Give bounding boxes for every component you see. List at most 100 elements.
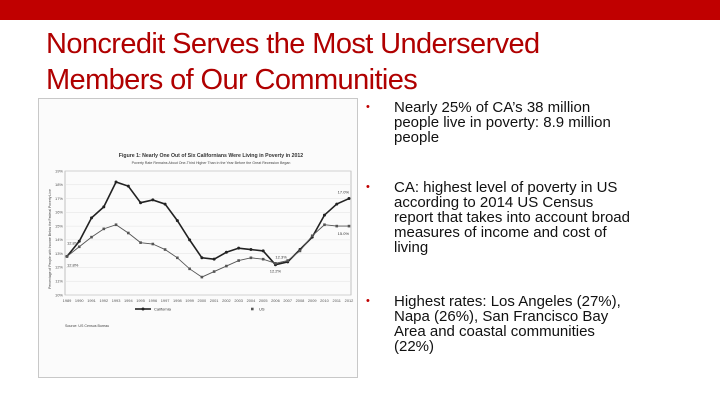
chart-point-california [139,201,143,205]
poverty-line-chart: Figure 1: Nearly One Out of Six Californ… [48,153,354,328]
bullet-2-line-5: living [394,239,429,256]
chart-x-tick-label: 2007 [283,298,292,303]
chart-point-us [286,259,289,262]
bullet-item-highest-rates: • Highest rates: Los Angeles (27%), Napa… [362,294,682,354]
chart-point-california [212,257,216,261]
chart-y-tick-label: 18% [55,182,63,187]
chart-x-tick-label: 2003 [234,298,243,303]
chart-x-tick-label: 1989 [63,298,72,303]
chart-point-california [188,238,192,242]
chart-point-us [139,241,142,244]
chart-point-california [77,239,81,243]
bullet-3-line-4: (22%) [394,338,435,355]
slide-title-line-2: Members of Our Communities [46,64,418,96]
chart-data-label: 12.8% [67,262,79,267]
chart-point-us [151,242,155,246]
chart-data-label: 17.0% [338,190,350,195]
chart-point-us [163,248,167,251]
chart-point-us [261,257,265,261]
chart-point-us [176,256,179,260]
chart-point-us [188,267,191,271]
bullet-2-line-1: CA: highest level of poverty in US [394,179,618,196]
chart-y-tick-label: 11% [55,279,63,284]
chart-x-tick-label: 2000 [198,298,207,303]
chart-x-tick-label: 2001 [210,298,219,303]
chart-data-label: 12.8% [67,240,79,245]
bullet-1-line-3: people [394,129,440,146]
chart-point-california [237,246,241,250]
chart-y-tick-label: 19% [55,168,63,173]
chart-plot-area [64,170,352,296]
top-accent-bar [0,0,720,20]
chart-legend-label-us: US [259,306,265,311]
chart-x-tick-label: 2002 [222,298,231,303]
chart-point-california [249,248,253,252]
bullet-item-census-report: • CA: highest level of poverty in US acc… [362,180,682,255]
chart-title-line-2: Poverty Rate Remains About One-Third Hig… [132,161,291,165]
bullet-2-line-4: measures of income and cost of [394,224,607,241]
chart-point-us [298,249,302,253]
chart-point-california [126,184,130,188]
bullet-marker: • [366,295,370,307]
chart-data-label: 12.2% [270,269,282,274]
chart-x-tick-label: 1993 [112,298,121,303]
chart-legend-label-california: California [154,306,172,311]
chart-point-us [90,235,93,239]
chart-x-tick-label: 2012 [345,298,354,303]
chart-point-california [102,205,106,209]
chart-point-california [175,219,179,223]
chart-legend-marker-california [141,307,145,311]
chart-point-california [335,202,339,206]
chart-point-california [224,250,228,254]
chart-point-us [310,234,314,238]
slide-title-line-1: Noncredit Serves the Most Underserved [46,28,540,60]
chart-x-tick-label: 1992 [99,298,108,303]
bullet-3-line-2: Napa (26%), San Francisco Bay [394,308,609,325]
chart-y-tick-label: 12% [55,265,63,270]
poverty-chart-figure: Figure 1: Nearly One Out of Six Californ… [38,98,358,378]
chart-x-tick-label: 1991 [87,298,96,303]
chart-x-tick-label: 1994 [124,298,133,303]
chart-source-note: Source: US Census Bureau [65,324,109,328]
chart-point-us [114,223,118,227]
chart-x-tick-label: 1999 [185,298,194,303]
chart-x-tick-label: 2011 [333,298,341,303]
chart-y-tick-label: 15% [55,223,63,228]
chart-point-us [225,264,228,268]
chart-legend-marker-us [251,307,254,311]
chart-point-california [347,197,351,201]
chart-point-us [249,256,253,260]
chart-x-tick-label: 2005 [259,298,268,303]
bullet-marker: • [366,101,370,113]
chart-x-tick-label: 2004 [247,298,256,303]
chart-y-tick-label: 16% [55,210,63,215]
chart-x-tick-label: 1996 [148,298,157,303]
chart-point-california [261,249,265,253]
chart-point-us [237,259,240,262]
chart-point-california [200,256,204,260]
chart-point-us [77,245,81,249]
chart-point-us [127,231,130,235]
bullet-3-line-3: Area and coastal communities [394,323,595,340]
chart-point-us [323,223,326,227]
bullet-item-poverty-share: • Nearly 25% of CA’s 38 million people l… [362,100,682,145]
chart-point-us [335,224,339,228]
chart-x-tick-label: 1990 [75,298,84,303]
chart-point-us [347,224,351,228]
chart-point-us [274,262,277,265]
chart-data-label: 15.0% [338,231,350,236]
chart-x-tick-label: 2009 [308,298,317,303]
chart-point-california [163,202,167,206]
chart-x-tick-label: 1995 [136,298,145,303]
chart-point-california [322,213,326,217]
chart-point-us [65,255,69,258]
chart-x-tick-label: 2006 [271,298,280,303]
chart-x-tick-label: 2010 [320,298,329,303]
chart-y-tick-label: 10% [55,292,63,297]
bullet-3-line-1: Highest rates: Los Angeles (27%), [394,293,621,310]
chart-y-axis-label: Percentage of People with Income Below t… [48,189,52,289]
chart-x-tick-label: 2008 [296,298,305,303]
chart-point-california [151,198,155,202]
slide-title: Noncredit Serves the Most Underserved Me… [46,26,666,98]
chart-series-line-california [66,181,350,266]
